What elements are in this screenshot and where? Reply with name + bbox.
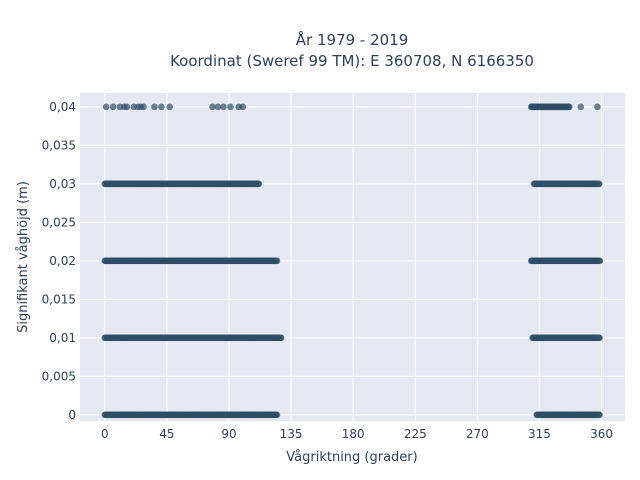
x-tick-label: 270 <box>466 427 489 441</box>
data-point <box>151 103 158 111</box>
data-point <box>239 103 247 111</box>
x-tick-label: 90 <box>221 427 236 441</box>
x-tick-label: 180 <box>342 427 365 441</box>
y-tick-label: 0,02 <box>49 254 76 268</box>
data-point <box>255 180 263 188</box>
y-tick-label: 0,03 <box>49 177 76 191</box>
y-tick-label: 0,015 <box>42 292 76 306</box>
y-axis-ticks: 0 0,005 0,01 0,015 0,02 0,025 0,03 0,035 0,04 <box>42 100 76 422</box>
data-point <box>123 103 131 111</box>
data-point <box>566 103 573 111</box>
x-axis-label: Vågriktning (grader) <box>286 450 417 465</box>
x-axis-ticks: 0 45 90 135 180 225 270 315 360 <box>101 427 613 441</box>
x-tick-label: 45 <box>159 427 174 441</box>
y-tick-label: 0,04 <box>49 100 76 114</box>
y-tick-label: 0,01 <box>49 331 76 345</box>
data-point <box>594 103 601 111</box>
y-tick-label: 0 <box>68 408 76 422</box>
y-tick-label: 0,035 <box>42 138 76 152</box>
x-tick-label: 135 <box>280 427 303 441</box>
data-point <box>166 103 173 111</box>
data-point <box>273 257 281 265</box>
data-point <box>220 103 227 111</box>
data-point <box>158 103 165 111</box>
x-tick-label: 225 <box>404 427 427 441</box>
data-point <box>596 180 603 188</box>
y-axis-label: Signifikant våghöjd (m) <box>16 181 31 333</box>
data-point <box>273 411 281 419</box>
data-point <box>596 257 604 265</box>
y-tick-label: 0,005 <box>42 369 76 383</box>
data-point <box>277 334 285 342</box>
data-points <box>101 103 604 419</box>
plot-area <box>80 93 625 421</box>
data-point <box>596 334 603 342</box>
x-tick-label: 0 <box>101 427 109 441</box>
data-point <box>227 103 234 111</box>
data-point <box>209 103 216 111</box>
chart-title-line-1: År 1979 - 2019 <box>296 30 409 49</box>
y-tick-label: 0,025 <box>42 215 76 229</box>
chart-title-line-2: Koordinat (Sweref 99 TM): E 360708, N 61… <box>170 52 534 70</box>
data-point <box>214 103 222 111</box>
x-tick-label: 315 <box>528 427 551 441</box>
data-point <box>109 103 117 111</box>
x-tick-label: 360 <box>590 427 613 441</box>
data-point <box>577 103 585 111</box>
data-point <box>102 103 110 111</box>
data-point <box>140 103 147 111</box>
data-point <box>596 411 603 419</box>
